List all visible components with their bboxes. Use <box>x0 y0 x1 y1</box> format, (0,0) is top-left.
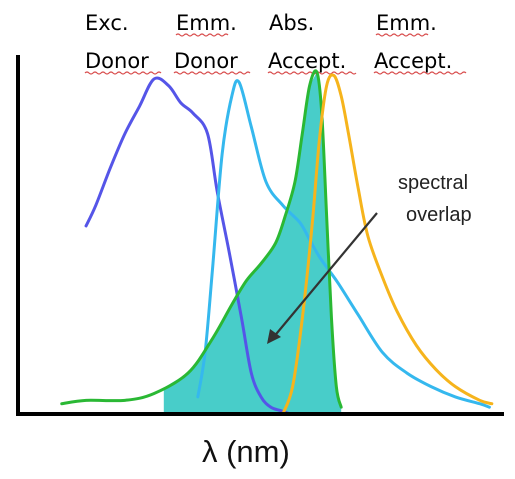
spellcheck-underline-donor <box>84 71 162 75</box>
legend-exc-donor-line2: Donor <box>85 49 149 73</box>
arrow-head-icon <box>267 329 281 344</box>
annotation-text-line2: overlap <box>406 204 472 226</box>
series-emm-donor-line <box>196 79 491 409</box>
series-exc-donor-line <box>84 76 292 416</box>
spellcheck-underline-donor-2 <box>173 71 251 75</box>
annotation-arrow-line <box>271 212 378 340</box>
series-abs-accept-line <box>60 69 343 409</box>
legend-emm-accept-line2: Accept. <box>374 49 452 73</box>
spectral-overlap-fill <box>163 74 342 414</box>
annotation-text-line1: spectral <box>398 172 468 194</box>
series-emm-accept-line <box>281 73 494 416</box>
spellcheck-underline-accept-2 <box>373 71 467 75</box>
legend-emm-donor-line1: Emm. <box>176 11 237 35</box>
spellcheck-underline-emm-donor <box>175 33 229 37</box>
legend-group: Exc. Emm. Abs. Emm. Donor Donor Accept. … <box>84 11 467 75</box>
x-axis-label: λ (nm) <box>202 434 290 469</box>
legend-emm-accept-line1: Emm. <box>376 11 437 35</box>
plot-area <box>16 55 504 416</box>
legend-abs-accept-line2: Accept. <box>268 49 346 73</box>
legend-exc-donor-line1: Exc. <box>85 11 129 35</box>
spellcheck-underline-emm-accept <box>375 33 429 37</box>
annotation-group: spectral overlap <box>267 172 472 344</box>
series-layer <box>60 69 494 416</box>
legend-emm-donor-line2: Donor <box>174 49 238 73</box>
legend-abs-accept-line1: Abs. <box>269 11 314 35</box>
